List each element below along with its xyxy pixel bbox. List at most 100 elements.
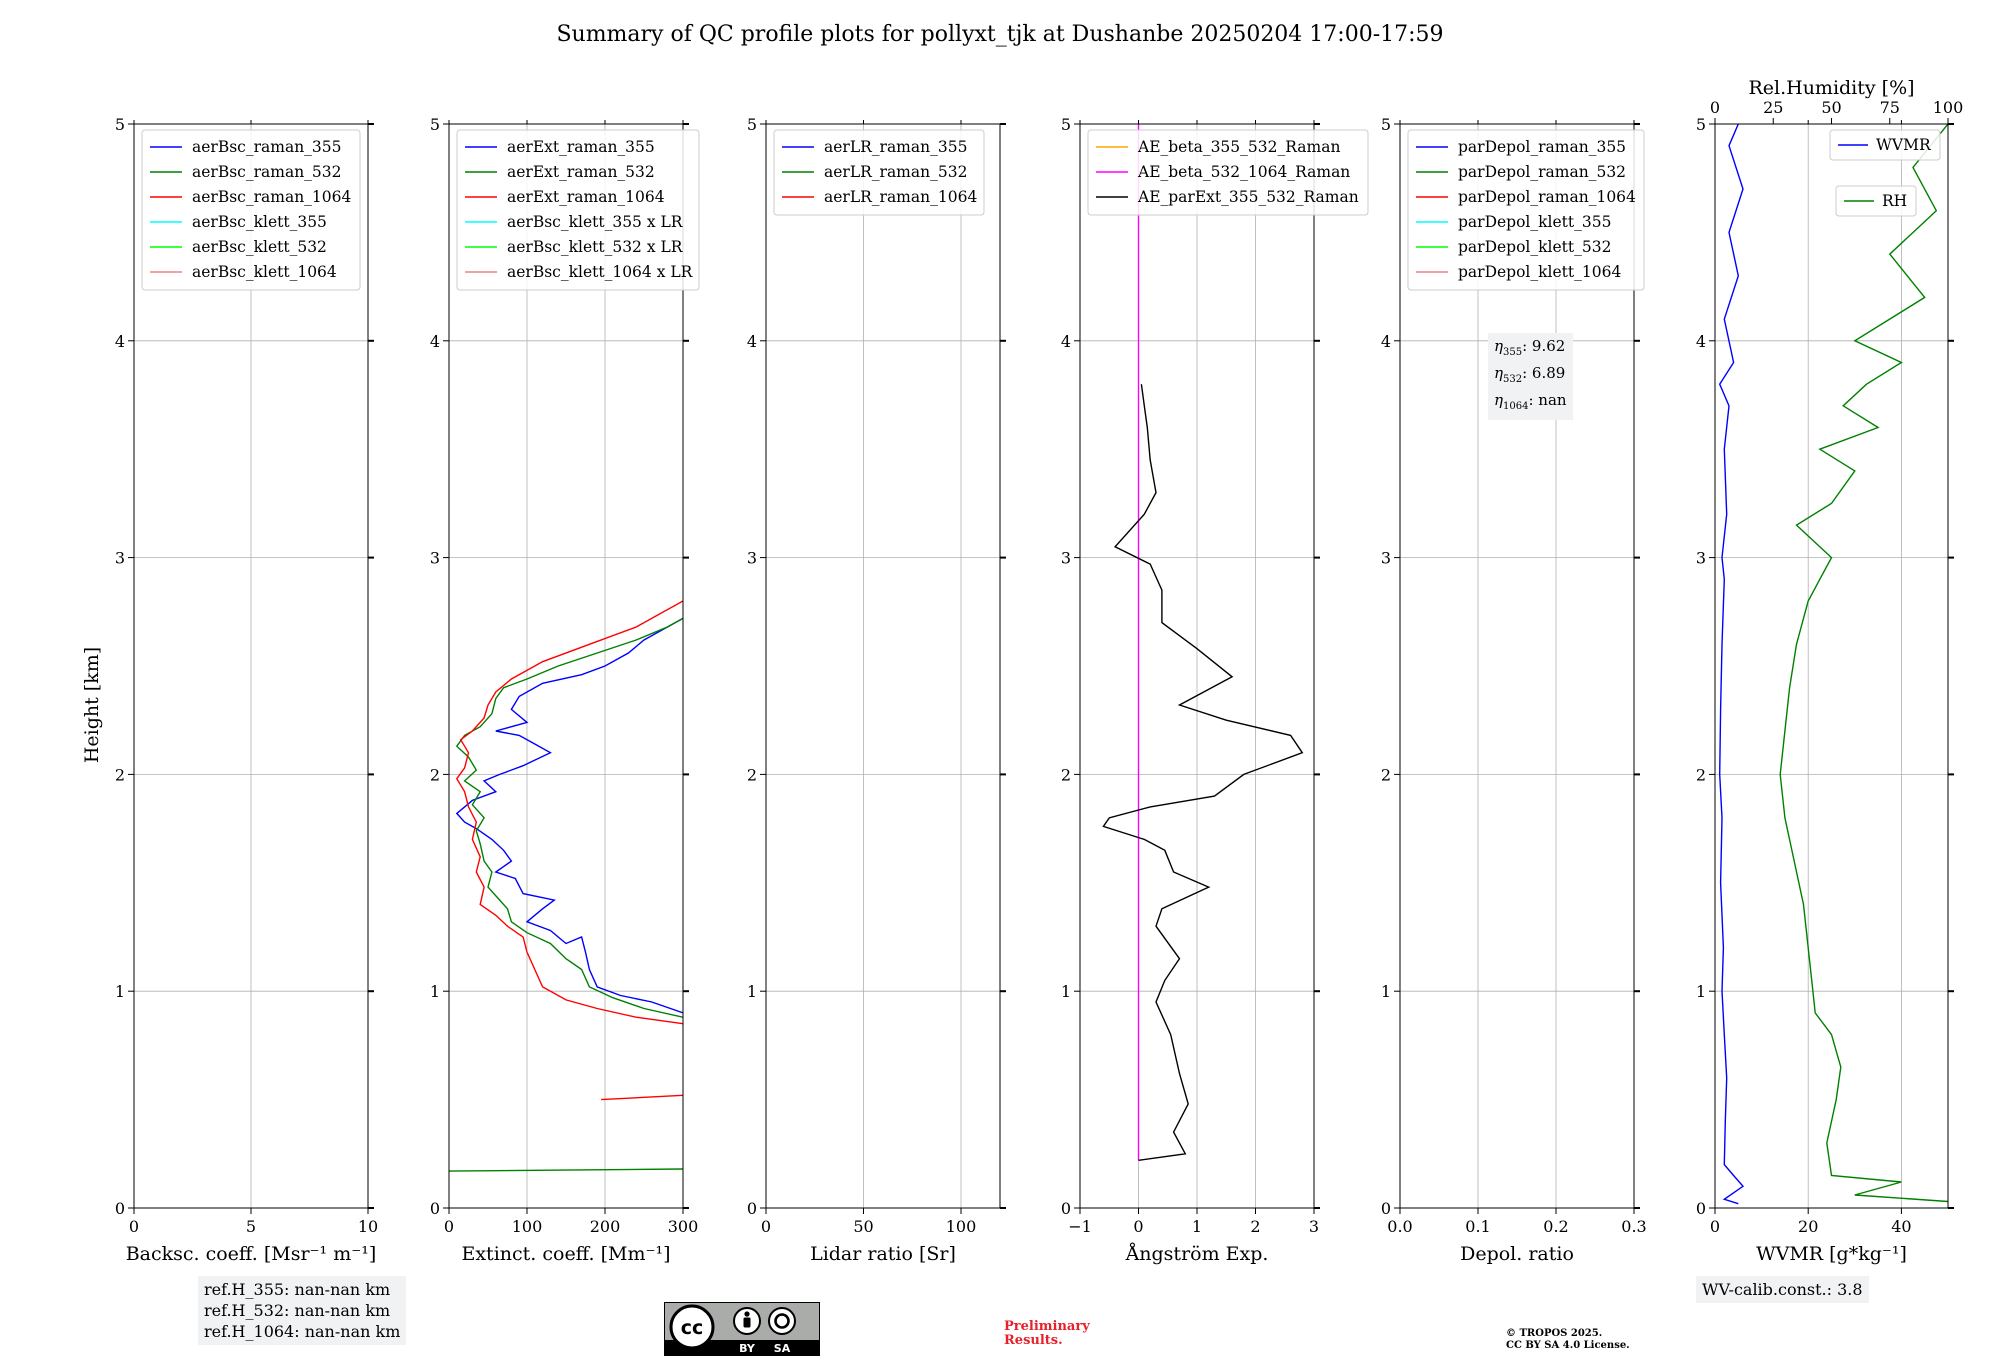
x2-tick-label: 50	[1821, 98, 1841, 117]
chart-panel-6: 0 20 40 0 1 2 3 4 5 WVMR [g*kg⁻¹] 0 25 50 75 100 Rel.Hu…	[1696, 77, 1963, 1265]
legend-box	[1407, 129, 1645, 291]
legend-box	[1829, 129, 1941, 161]
legend: aerExt_raman_355 aerExt_raman_532 aerExt_r…	[456, 129, 700, 291]
y-tick-label: 1	[115, 982, 125, 1001]
legend-label: parDepol_raman_532	[1458, 163, 1626, 181]
y-tick-label: 4	[115, 332, 125, 351]
x-tick-label: 200	[590, 1217, 621, 1236]
axes-frame	[448, 123, 684, 1209]
x2-tick-label: 75	[1880, 98, 1900, 117]
x-axis-label: Extinct. coeff. [Mm⁻¹]	[461, 1243, 670, 1265]
x-tick-label: 3	[1309, 1217, 1319, 1236]
legend-box	[141, 129, 361, 291]
x-tick-label: 1	[1192, 1217, 1202, 1236]
legend: AE_beta_355_532_Raman AE_beta_532_1064_Ra…	[1087, 129, 1369, 216]
eta-355-value: 9.62	[1531, 337, 1566, 355]
y-tick-label: 3	[115, 549, 125, 568]
eta-box: η355: 9.62 η532: 6.89 η1064: nan	[1488, 333, 1573, 420]
chart-panel-2: 0 100 200 300 0 1 2 3 4 5 Extinct. coeff. [Mm⁻¹] ae…	[430, 115, 700, 1265]
x-axis-label: Depol. ratio	[1460, 1243, 1574, 1265]
ref-height-355: ref.H_355: nan-nan km	[204, 1280, 391, 1299]
legend-label: aerBsc_klett_1064 x LR	[507, 263, 694, 281]
cc-badge-sa: SA	[774, 1342, 791, 1355]
series-line	[449, 1168, 683, 1172]
x-tick-label: 0	[761, 1217, 771, 1236]
x-tick-label: −1	[1068, 1217, 1092, 1236]
series-line	[1779, 124, 1948, 1203]
y-tick-label: 2	[1381, 765, 1391, 784]
y-tick-label: 0	[1381, 1199, 1391, 1218]
y-tick-label: 0	[115, 1199, 125, 1218]
series-line	[1718, 124, 1745, 1205]
y-tick-label: 0	[430, 1199, 440, 1218]
legend-label: parDepol_raman_1064	[1458, 188, 1636, 206]
y-tick-label: 0	[1696, 1199, 1706, 1218]
axes-frame	[1079, 123, 1315, 1209]
y-tick-label: 4	[1381, 332, 1391, 351]
x-tick-label: 300	[668, 1217, 699, 1236]
legend-label: aerExt_raman_1064	[507, 188, 665, 206]
legend-label: aerLR_raman_1064	[824, 188, 977, 206]
legend-label: aerBsc_klett_355	[192, 213, 327, 231]
ref-height-1064: ref.H_1064: nan-nan km	[204, 1322, 401, 1341]
y-tick-label: 4	[747, 332, 757, 351]
y-tick-label: 3	[1381, 549, 1391, 568]
y-tick-label: 1	[1061, 982, 1071, 1001]
y-tick-label: 0	[1061, 1199, 1071, 1218]
legend-label: WVMR	[1876, 136, 1932, 154]
y-tick-label: 4	[430, 332, 440, 351]
chart-panel-3: 0 50 100 0 1 2 3 4 5 Lidar ratio [Sr] aerLR_raman_…	[747, 115, 1006, 1265]
cc-license-badge[interactable]: cc BY SA	[664, 1302, 820, 1356]
x-tick-label: 0	[444, 1217, 454, 1236]
legend: aerBsc_raman_355 aerBsc_raman_532 aerBsc_r…	[141, 129, 361, 291]
legend-wvmr: WVMR	[1829, 129, 1941, 161]
legend-label: parDepol_klett_532	[1458, 238, 1611, 256]
wv-calibration-constant: WV-calib.const.: 3.8	[1702, 1280, 1863, 1299]
series-line	[455, 617, 683, 1014]
y-tick-label: 5	[747, 115, 757, 134]
reference-height-box: ref.H_355: nan-nan km ref.H_532: nan-nan…	[198, 1276, 407, 1345]
legend-label: RH	[1882, 192, 1907, 210]
legend-label: aerLR_raman_532	[824, 163, 967, 181]
y-axis-label: Height [km]	[81, 647, 103, 763]
y-tick-label: 3	[1061, 549, 1071, 568]
legend-label: aerBsc_raman_1064	[192, 188, 352, 206]
x-tick-label: 0.1	[1465, 1217, 1490, 1236]
legend-label: aerLR_raman_355	[824, 138, 967, 156]
y-tick-label: 4	[1061, 332, 1071, 351]
legend-rh: RH	[1835, 185, 1917, 217]
y-tick-label: 1	[1381, 982, 1391, 1001]
x2-tick-label: 100	[1933, 98, 1964, 117]
y-tick-label: 5	[115, 115, 125, 134]
copyright-note: © TROPOS 2025. CC BY SA 4.0 License.	[1506, 1328, 1630, 1351]
cc-badge-by: BY	[739, 1342, 756, 1355]
x-tick-label: 2	[1250, 1217, 1260, 1236]
legend-label: aerBsc_klett_355 x LR	[507, 213, 684, 231]
y-tick-label: 0	[747, 1199, 757, 1218]
eta-532-value: 6.89	[1531, 364, 1566, 382]
axes-frame	[765, 123, 1001, 1209]
legend-label: aerBsc_klett_1064	[192, 263, 337, 281]
y-tick-label: 5	[1061, 115, 1071, 134]
legend-label: parDepol_klett_355	[1458, 213, 1611, 231]
x-tick-label: 0.2	[1543, 1217, 1568, 1236]
x2-tick-label: 0	[1710, 98, 1720, 117]
x-axis-label: Backsc. coeff. [Msr⁻¹ m⁻¹]	[126, 1243, 377, 1265]
x-tick-label: 100	[946, 1217, 977, 1236]
y-tick-label: 2	[115, 765, 125, 784]
y-tick-label: 1	[747, 982, 757, 1001]
y-tick-label: 1	[430, 982, 440, 1001]
svg-text:cc: cc	[681, 1317, 704, 1339]
y-tick-label: 4	[1696, 332, 1706, 351]
legend-label: AE_beta_355_532_Raman	[1137, 138, 1340, 156]
legend-label: aerBsc_raman_355	[192, 138, 342, 156]
x-tick-label: 40	[1891, 1217, 1911, 1236]
legend-label: aerBsc_klett_532 x LR	[507, 238, 684, 256]
legend-label: parDepol_raman_355	[1458, 138, 1626, 156]
x-tick-label: 0	[1710, 1217, 1720, 1236]
x-axis-label: Ångström Exp.	[1125, 1243, 1269, 1265]
y-tick-label: 3	[430, 549, 440, 568]
y-tick-label: 3	[747, 549, 757, 568]
x-tick-label: 50	[853, 1217, 873, 1236]
